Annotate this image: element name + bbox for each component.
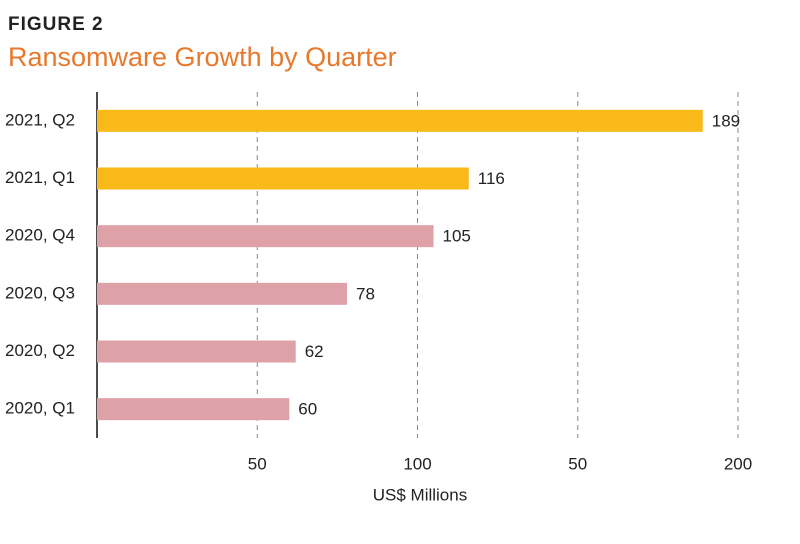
bar [97,167,469,190]
figure-label: FIGURE 2 [8,14,104,35]
x-tick-label: 200 [724,454,752,473]
data-label: 62 [305,342,324,361]
data-label: 78 [356,284,375,303]
y-tick-label: 2020, Q2 [5,341,75,360]
data-label: 189 [712,111,740,130]
bar [97,109,703,132]
y-tick-label: 2020, Q4 [5,226,75,245]
bar [97,282,347,305]
bar [97,225,434,248]
chart-title: Ransomware Growth by Quarter [8,42,397,72]
y-tick-label: 2020, Q1 [5,399,75,418]
bar [97,398,290,421]
data-label: 116 [478,169,505,188]
data-label: 60 [298,400,317,419]
y-tick-label: 2020, Q3 [5,283,75,302]
bar [97,340,296,363]
x-tick-label: 100 [403,454,431,473]
y-tick-label: 2021, Q2 [5,110,75,129]
x-axis-label: US$ Millions [373,485,467,504]
x-tick-label: 50 [248,454,267,473]
x-tick-label: 50 [568,454,587,473]
data-label: 105 [443,227,471,246]
y-tick-label: 2021, Q1 [5,168,75,187]
